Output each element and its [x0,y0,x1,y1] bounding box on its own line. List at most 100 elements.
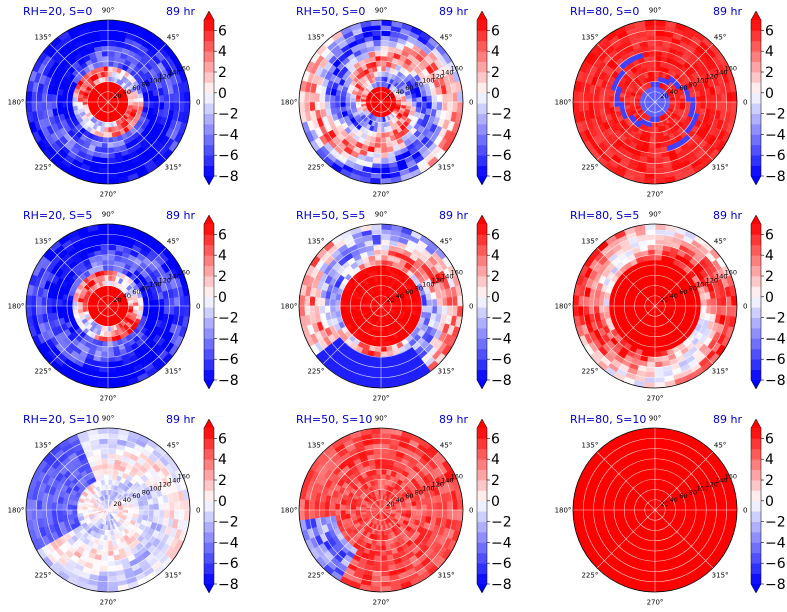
colorbar-tick-label: 0 [491,86,500,102]
contour-cell [654,233,665,241]
angular-gridline [49,247,109,307]
angular-gridline [380,305,440,365]
contour-cell [654,285,659,292]
angle-tick-label: 45° [714,33,726,41]
contour-cell [715,101,722,112]
contour-cell [377,121,382,128]
angle-tick-label: 270° [100,191,117,199]
contour-cell [582,101,590,112]
polar-plot: 90°45°0°315°270°225°180°135°204060801001… [8,7,200,199]
contour-cell [582,305,590,316]
contour-cell [51,101,58,110]
contour-cell [376,127,382,134]
radial-tick-label: 120 [432,73,444,81]
contour-cell [56,101,63,110]
contour-cell [618,96,625,103]
contour-cell [41,101,48,112]
angle-tick-label: 135° [307,237,324,245]
contour-cell [133,305,140,311]
colorbar-extend-max [204,215,214,224]
radial-tick-label: 120 [432,277,444,285]
contour-cell [100,152,109,159]
colorbar-tick-label: −2 [491,107,512,123]
radial-tick-label: 140 [441,69,453,77]
colorbar-segment [477,82,487,94]
contour-cell [669,101,676,106]
angle-tick-label: 90° [102,7,114,15]
colorbar-tick-label: −8 [491,373,512,389]
colorbar-segment [204,40,214,52]
contour-cell [695,95,702,103]
colorbar-segment [751,40,761,52]
angle-tick-label: 225° [307,164,324,172]
plot-panel: RH=50, S=089 hr90°45°0°315°270°225°180°1… [273,0,535,204]
contour-cell [710,93,717,103]
contour-cell [608,299,615,307]
contour-cell [46,297,53,307]
contour-cell [623,301,630,307]
contour-cell [299,90,306,103]
contour-cell [35,305,43,316]
contour-cell [441,101,448,112]
plot-panel: RH=80, S=089 hr90°45°0°315°270°225°180°1… [547,0,787,204]
contour-cell [107,274,113,281]
radial-tick-label: 100 [149,280,161,288]
contour-cell [646,40,656,47]
colorbar-segment [477,124,487,135]
colorbar-extend-max [477,215,487,224]
colorbar-tick-label: −6 [765,148,786,164]
contour-cell [588,305,595,316]
angle-tick-label: 270° [647,191,664,199]
contour-cell [690,305,697,312]
contour-cell [96,177,109,184]
radial-tick-label: 20 [386,296,394,304]
colorbar-tick-label: 2 [218,269,227,285]
panel-title-right: 89 hr [713,5,742,18]
colorbar-segment [751,165,761,177]
angular-gridline [107,247,167,307]
contour-cell [100,249,109,256]
polar-plot: 90°45°0°315°270°225°180°135°204060801001… [281,7,473,199]
contour-cell [421,299,428,307]
contour-cell [376,331,382,338]
contour-cell [373,147,382,154]
angular-gridline [596,247,656,307]
contour-cell [71,96,78,103]
contour-cell [107,239,118,246]
contour-cell [598,94,605,103]
contour-cell [651,121,656,128]
contour-cell [66,96,73,103]
contour-cell [674,305,681,310]
angle-tick-label: 315° [712,368,729,376]
colorbar-segment [477,338,487,350]
contour-cell [138,101,145,108]
contour-cell [374,346,382,353]
contour-cell [98,35,109,42]
colorbar-tick-label: −4 [491,331,512,347]
contour-cell [654,76,659,83]
contour-cell [373,254,382,261]
contour-cell [441,92,448,103]
contour-cell [148,95,155,103]
contour-cell [26,90,33,103]
colorbar-tick-label: 0 [491,290,500,306]
contour-cell [101,259,109,266]
contour-cell [104,121,109,128]
contour-cell [690,101,697,108]
angle-tick-label: 135° [581,33,598,41]
angular-gridline [322,247,382,307]
polar-outline [298,223,464,389]
angle-tick-label: 90° [649,211,661,219]
contour-cell [56,94,63,103]
contour-cell [380,239,391,246]
colorbar-segment [204,338,214,350]
contour-cell [133,101,140,107]
contour-cell [456,305,463,318]
colorbar-segment [751,103,761,114]
contour-cell [148,305,155,313]
radial-tick-label: 60 [405,288,413,296]
colorbar-segment [204,317,214,329]
colorbar-extend-min [477,176,487,185]
colorbar-tick-label: −2 [218,311,239,327]
